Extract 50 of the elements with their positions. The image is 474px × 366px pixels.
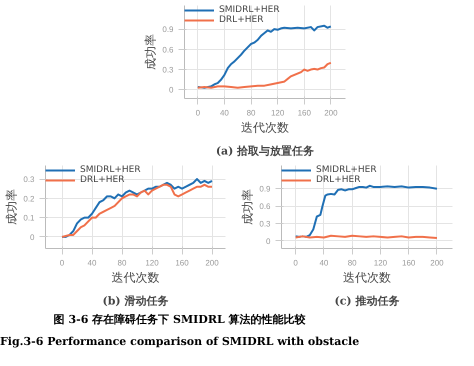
x-tick-label: 80 xyxy=(118,258,127,268)
y-axis-title: 成功率 xyxy=(240,189,254,225)
y-axis-title: 成功率 xyxy=(143,34,158,70)
x-tick-label: 80 xyxy=(246,108,256,118)
caption: Fig.3-6 Performance comparison of SMIDRL with obstacle xyxy=(0,334,360,350)
y-tick-label: 0 xyxy=(169,86,174,95)
legend-label: DRL+HER xyxy=(316,175,360,185)
x-tick-label: 200 xyxy=(205,258,220,268)
x-tick-label: 40 xyxy=(88,258,97,268)
x-tick-label: 160 xyxy=(175,258,190,268)
x-tick-label: 0 xyxy=(196,108,201,118)
x-tick-label: 0 xyxy=(293,258,298,268)
x-tick-label: 120 xyxy=(374,258,388,268)
caption: 图 3-6 存在障碍任务下 SMIDRL 算法的性能比较 xyxy=(52,312,307,328)
legend-label: DRL+HER xyxy=(80,175,124,185)
x-axis-title: 迭代次数 xyxy=(112,270,160,284)
x-tick-label: 160 xyxy=(298,108,312,118)
x-tick-label: 40 xyxy=(319,258,329,268)
y-tick-label: 0 xyxy=(266,236,272,246)
x-tick-label: 120 xyxy=(270,108,285,118)
y-tick-label: 0.2 xyxy=(23,194,36,204)
y-tick-label: 0.9 xyxy=(259,184,272,194)
x-tick-label: 80 xyxy=(348,258,358,268)
x-tick-label: 0 xyxy=(60,258,65,268)
y-tick-label: 0.9 xyxy=(162,25,174,34)
y-tick-label: 0.6 xyxy=(162,45,174,54)
text: (b) 滑动任务 xyxy=(102,294,168,308)
legend-label: SMIDRL+HER xyxy=(80,165,141,175)
x-axis-title: 迭代次数 xyxy=(343,270,391,284)
x-tick-label: 200 xyxy=(324,108,338,118)
x-tick-label: 120 xyxy=(145,258,160,268)
legend-label: DRL+HER xyxy=(219,15,264,25)
line-series xyxy=(196,24,332,89)
y-tick-label: 0.6 xyxy=(259,202,272,212)
x-tick-label: 200 xyxy=(430,258,444,268)
x-tick-label: 160 xyxy=(402,258,416,268)
y-tick-label: 0 xyxy=(30,232,36,242)
y-tick-label: 0.1 xyxy=(23,214,36,223)
y-tick-label: 0.3 xyxy=(162,66,174,75)
text: (c) 推动任务 xyxy=(334,294,400,308)
x-axis-title: 迭代次数 xyxy=(241,120,289,134)
line-series xyxy=(294,184,438,238)
legend-label: SMIDRL+HER xyxy=(316,165,377,175)
y-tick-label: 0.3 xyxy=(23,175,36,184)
text: (a) 拾取与放置任务 xyxy=(216,144,314,158)
y-axis-title: 成功率 xyxy=(4,189,18,225)
y-tick-label: 0.3 xyxy=(259,220,272,229)
line-series xyxy=(196,62,332,89)
x-tick-label: 40 xyxy=(220,108,230,118)
legend-label: SMIDRL+HER xyxy=(219,5,280,15)
